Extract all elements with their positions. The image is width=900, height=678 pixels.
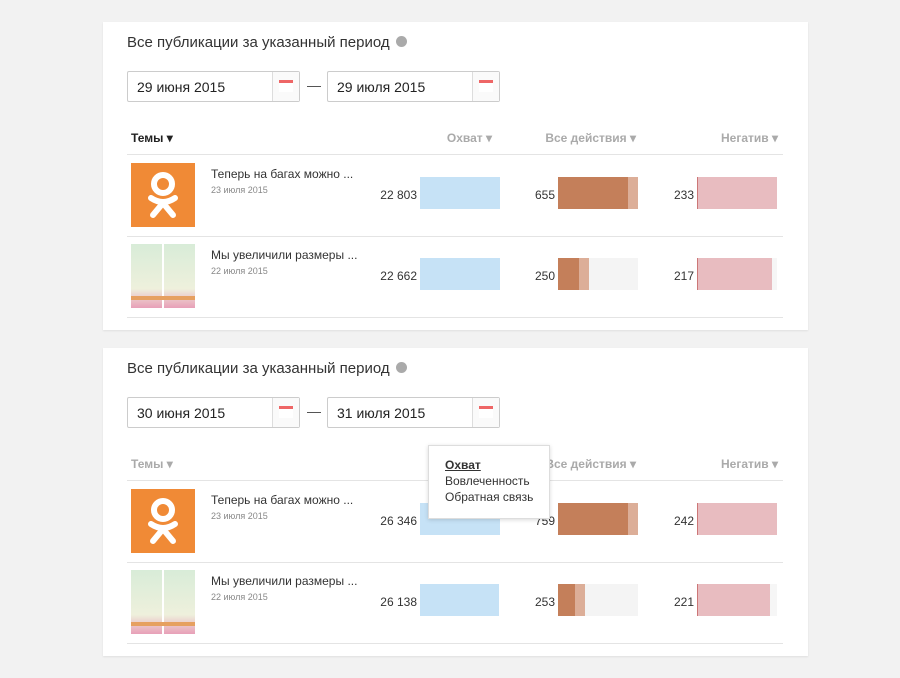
dropdown: Охват Вовлеченность Обратная связь — [428, 445, 550, 519]
negative-bar — [697, 258, 772, 290]
actions-value: 250 — [534, 269, 555, 283]
column-header[interactable]: Все действия — [545, 457, 636, 471]
date-to[interactable]: 31 июля 2015 — [327, 397, 500, 428]
panel: Все публикации за указанный период 30 июн… — [103, 348, 808, 656]
date-from[interactable]: 29 июня 2015 — [127, 71, 300, 102]
separator — [127, 562, 783, 563]
negative-value: 233 — [673, 188, 694, 202]
actions-value: 655 — [534, 188, 555, 202]
negative-value: 217 — [673, 269, 694, 283]
post-title[interactable]: Теперь на багах можно ... — [211, 167, 354, 181]
post-date: 23 июля 2015 — [211, 511, 268, 521]
actions-bar — [558, 503, 638, 535]
reach-value: 22 803 — [380, 188, 417, 202]
dropdown-item[interactable]: Охват — [445, 458, 481, 472]
separator — [127, 236, 783, 237]
negative-bar — [697, 584, 771, 616]
separator — [127, 643, 783, 644]
reach-bar — [420, 177, 500, 209]
negative-value: 221 — [673, 595, 694, 609]
actions-bar — [558, 258, 589, 290]
dropdown-item[interactable]: Обратная связь — [445, 490, 534, 504]
bar-dark — [558, 177, 628, 209]
actions-bar — [558, 177, 638, 209]
post-date: 22 июля 2015 — [211, 592, 268, 602]
post-title[interactable]: Теперь на багах можно ... — [211, 493, 354, 507]
negative-bar — [697, 503, 777, 535]
column-header[interactable]: Негатив — [721, 131, 778, 145]
post-title[interactable]: Мы увеличили размеры ... — [211, 574, 358, 588]
post-date: 23 июля 2015 — [211, 185, 268, 195]
panel: Все публикации за указанный период 29 июн… — [103, 22, 808, 330]
separator — [127, 317, 783, 318]
column-header[interactable]: Негатив — [721, 457, 778, 471]
negative-bar — [697, 177, 777, 209]
reach-value: 22 662 — [380, 269, 417, 283]
panel-title: Все публикации за указанный период — [127, 360, 407, 377]
post-title[interactable]: Мы увеличили размеры ... — [211, 248, 358, 262]
bar-dark — [558, 258, 579, 290]
dropdown-item[interactable]: Вовлеченность — [445, 474, 530, 488]
post-date: 22 июля 2015 — [211, 266, 268, 276]
date-from[interactable]: 30 июня 2015 — [127, 397, 300, 428]
actions-bar — [558, 584, 585, 616]
bar-dark — [558, 584, 575, 616]
bar-dark — [558, 503, 628, 535]
column-header[interactable]: Темы — [131, 131, 173, 145]
actions-value: 253 — [534, 595, 555, 609]
separator — [127, 154, 783, 155]
thumbnail[interactable] — [131, 163, 195, 227]
reach-value: 26 138 — [380, 595, 417, 609]
thumbnail[interactable] — [131, 489, 195, 553]
negative-value: 242 — [673, 514, 694, 528]
date-separator — [307, 412, 321, 413]
panel-title: Все публикации за указанный период — [127, 34, 407, 51]
help-icon[interactable] — [395, 36, 407, 47]
date-separator — [307, 86, 321, 87]
reach-bar — [420, 584, 500, 616]
reach-value: 26 346 — [380, 514, 417, 528]
thumbnail[interactable] — [131, 570, 195, 634]
date-to[interactable]: 29 июля 2015 — [327, 71, 500, 102]
help-icon[interactable] — [395, 362, 407, 373]
reach-bar — [420, 258, 500, 290]
thumbnail[interactable] — [131, 244, 195, 308]
column-header[interactable]: Темы — [131, 457, 173, 471]
column-header[interactable]: Охват — [447, 131, 492, 145]
column-header[interactable]: Все действия — [545, 131, 636, 145]
